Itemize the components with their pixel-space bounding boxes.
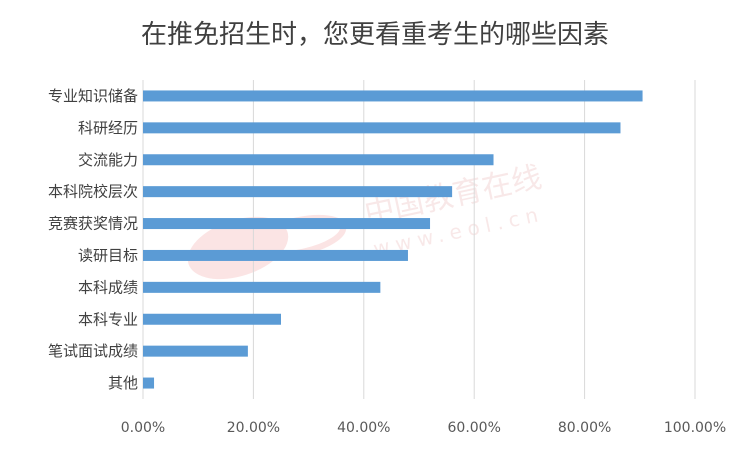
bar: [143, 313, 281, 325]
category-label: 专业知识储备: [48, 87, 138, 105]
x-tick-label: 0.00%: [121, 420, 165, 436]
bar: [143, 377, 155, 389]
bar: [143, 345, 248, 357]
bars: [143, 90, 643, 389]
bar: [143, 281, 381, 293]
bar: [143, 186, 453, 198]
category-label: 读研目标: [78, 246, 138, 264]
x-axis-tick-labels: 0.00% 20.00% 40.00% 60.00% 80.00% 100.00%: [121, 420, 726, 436]
category-label: 其他: [108, 374, 138, 392]
x-tick-label: 60.00%: [448, 420, 501, 436]
category-label: 竞赛获奖情况: [48, 215, 138, 233]
x-tick-label: 20.00%: [227, 420, 280, 436]
bar: [143, 218, 431, 230]
category-label: 笔试面试成绩: [48, 342, 138, 360]
category-label: 本科院校层次: [48, 183, 138, 201]
bar: [143, 90, 643, 102]
category-labels: 专业知识储备科研经历交流能力本科院校层次竞赛获奖情况读研目标本科成绩本科专业笔试…: [48, 87, 138, 392]
category-label: 本科成绩: [78, 278, 138, 296]
chart-title: 在推免招生时，您更看重考生的哪些因素: [141, 20, 609, 50]
x-tick-label: 80.00%: [558, 420, 611, 436]
x-tick-label: 40.00%: [337, 420, 390, 436]
x-tick-label: 100.00%: [664, 420, 726, 436]
category-label: 科研经历: [78, 119, 138, 137]
bar: [143, 154, 494, 166]
bar: [143, 249, 408, 261]
category-label: 交流能力: [78, 151, 138, 169]
category-label: 本科专业: [78, 310, 138, 328]
bar: [143, 122, 621, 134]
